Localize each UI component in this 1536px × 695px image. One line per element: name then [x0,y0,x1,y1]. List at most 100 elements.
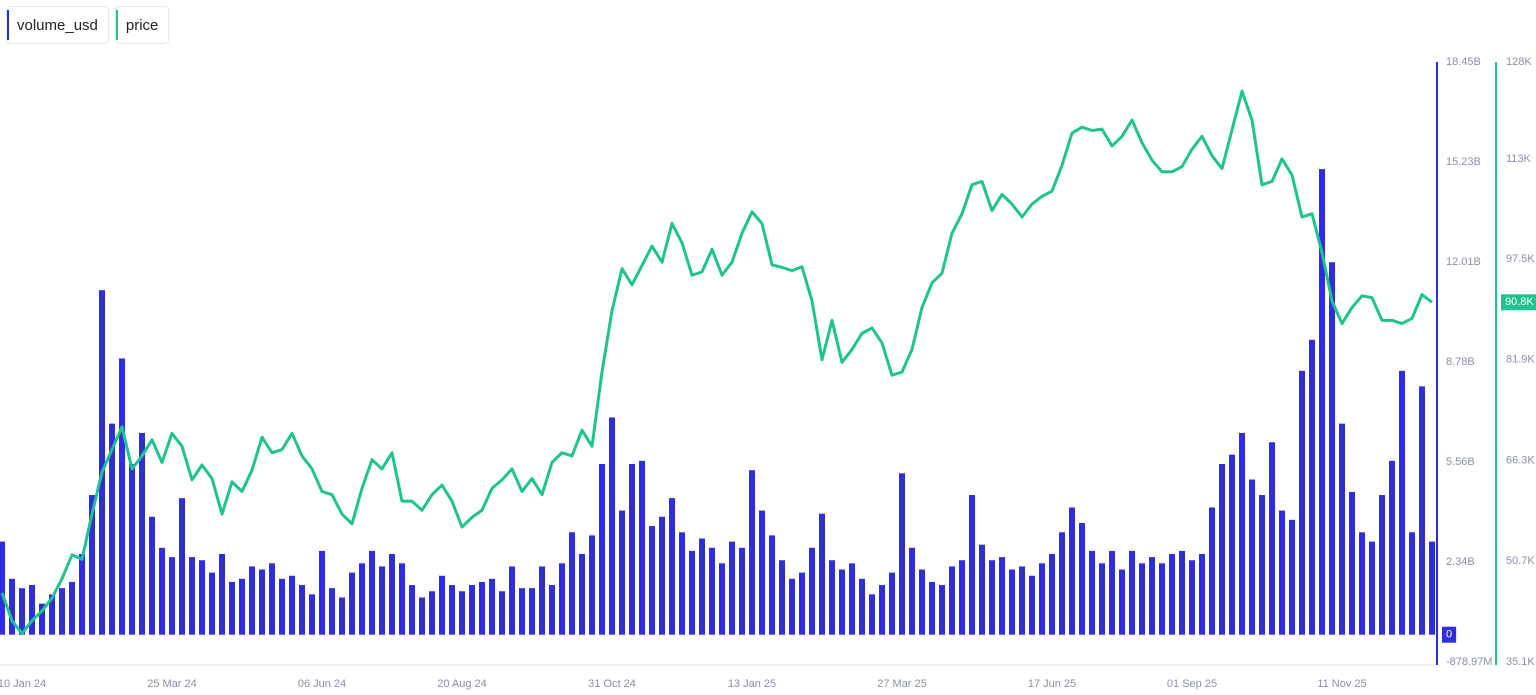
bar [1009,569,1015,635]
bar [579,554,585,635]
bar [389,554,395,635]
bar [909,547,915,635]
bar [789,578,795,635]
bar [359,563,365,635]
bar [999,557,1005,635]
bar [229,581,235,635]
bar [1029,575,1035,635]
bar [209,572,215,635]
bar [429,591,435,635]
bar [19,588,25,635]
bar [119,358,125,635]
x-tick-label: 13 Jan 25 [728,678,776,690]
x-tick-label: 01 Sep 25 [1167,678,1217,690]
bar [489,578,495,635]
bar [849,563,855,635]
price-line [0,89,1433,636]
bar [569,532,575,635]
bar [279,578,285,635]
x-tick-label: 17 Jun 25 [1028,678,1076,690]
bar [759,510,765,635]
bar [959,560,965,635]
bar [719,563,725,635]
bar [1259,495,1265,635]
bar [1169,554,1175,635]
bar [79,554,85,635]
bar [289,575,295,635]
bar [589,535,595,635]
bar [1159,563,1165,635]
y2-tick-label: 128K [1506,56,1532,68]
bar [769,535,775,635]
y2-tick-label: 81.9K [1506,354,1535,366]
bar [369,550,375,635]
bar [509,566,515,635]
legend-item[interactable]: volume_usd [6,6,109,44]
x-tick-label: 31 Oct 24 [588,678,636,690]
bar [1319,169,1325,635]
bar [1339,423,1345,635]
bar [659,516,665,635]
bar [149,516,155,635]
bar [889,572,895,635]
bar [679,532,685,635]
y-tick-label: 2.34B [1446,556,1475,568]
bar [269,563,275,635]
bar [939,585,945,635]
bar [839,569,845,635]
bar [559,563,565,635]
bar [479,581,485,635]
bar [69,581,75,635]
y-tick-label: 15.23B [1446,156,1481,168]
bar [699,538,705,635]
bar [779,560,785,635]
bar [1219,463,1225,635]
bar [1299,370,1305,635]
bar [629,463,635,635]
bar [1109,550,1115,635]
last-value-text: 0 [1446,629,1452,641]
bar [189,557,195,635]
bar [799,572,805,635]
bar [179,498,185,635]
bar [29,585,35,635]
bar [899,473,905,635]
bar [439,575,445,635]
bar [1149,557,1155,635]
bar [399,563,405,635]
last-value-bg [1501,294,1536,311]
bar [1309,339,1315,635]
bar [39,603,45,635]
bar [1209,507,1215,635]
y2-tick-label: 50.7K [1506,555,1535,567]
bar [979,544,985,635]
bar [1389,460,1395,635]
bar [319,550,325,635]
bar [1249,479,1255,635]
bar [1039,563,1045,635]
bar [1059,532,1065,635]
bar [739,547,745,635]
bar [219,554,225,635]
bar [1099,563,1105,635]
bar [1279,510,1285,635]
y-tick-label: 8.78B [1446,356,1475,368]
bar [339,597,345,635]
bar [819,513,825,635]
x-tick-label: 25 Mar 24 [147,678,197,690]
bar [689,550,695,635]
bar [1399,370,1405,635]
legend-label: price [125,16,159,34]
legend-swatch [115,10,118,40]
bar [519,588,525,635]
bar [869,594,875,635]
bar [639,460,645,635]
bar [109,423,115,635]
bar [529,588,535,635]
y2-tick-label: 35.1K [1506,656,1535,668]
bar [1189,560,1195,635]
last-value-badge: 0 [1442,626,1457,643]
bar [1239,432,1245,635]
legend-item[interactable]: price [114,6,170,44]
